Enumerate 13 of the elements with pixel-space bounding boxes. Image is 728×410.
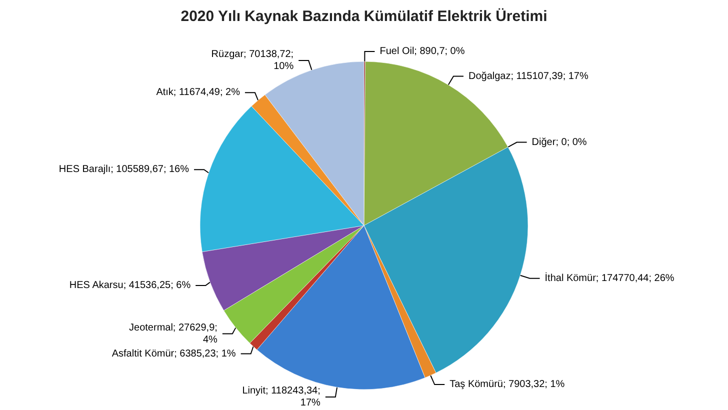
slice-label: Linyit; 118243,34; 17% [242, 386, 321, 408]
slice-label: HES Barajlı; 105589,67; 16% [58, 164, 190, 176]
chart-title: 2020 Yılı Kaynak Bazında Kümülatif Elektrik Üretimi [180, 8, 548, 25]
legend-label: Diğer; 0; 0% [532, 136, 587, 148]
slice-label: Rüzgar; 70138,72; 10% [211, 49, 294, 72]
slice-label: Doğalgaz; 115107,39; 17% [468, 70, 588, 82]
slice-label: Taş Kömürü; 7903,32; 1% [450, 379, 565, 390]
slice-label: İthal Kömür; 174770,44; 26% [544, 272, 674, 284]
slice-label: Jeotermal; 27629,9; 4% [129, 322, 218, 346]
slice-label: HES Akarsu; 41536,25; 6% [69, 280, 191, 292]
slice-label: Fuel Oil; 890,7; 0% [380, 46, 465, 57]
slice-label: Asfaltit Kömür; 6385,23; 1% [112, 348, 236, 360]
slice-label: Atık; 11674,49; 2% [156, 87, 240, 98]
